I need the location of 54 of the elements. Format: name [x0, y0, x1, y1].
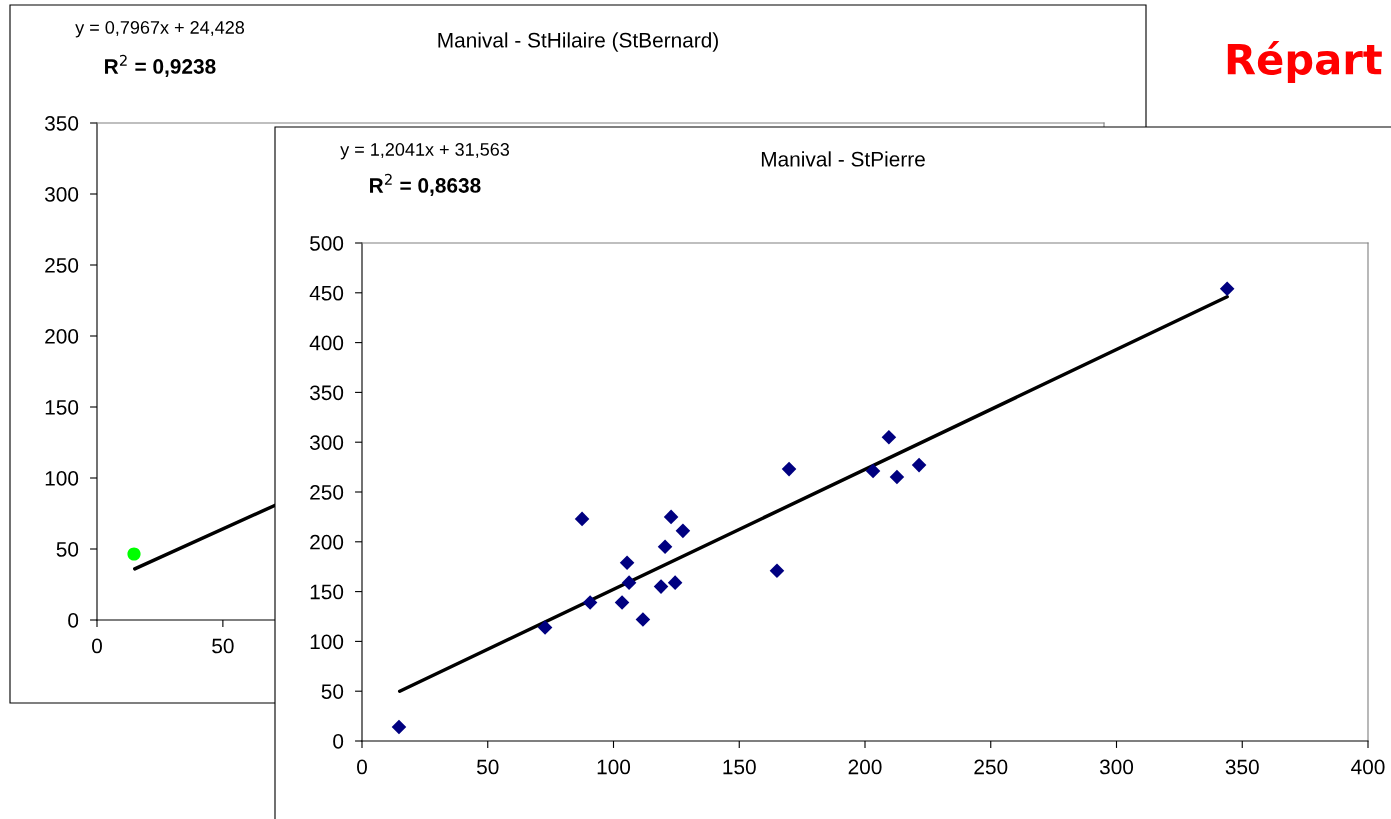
point	[635, 612, 651, 627]
point	[889, 469, 905, 485]
point	[621, 575, 637, 590]
y-tick-label: 400	[309, 335, 344, 351]
x-tick-label: 400	[1351, 759, 1385, 775]
chart-title: Manival - StHilaire (StBernard)	[438, 32, 718, 52]
x-tick-label: 300	[1099, 759, 1134, 775]
x-tick-label: 150	[723, 759, 756, 775]
annotation: y = 1,2041x + 31,563	[340, 143, 510, 160]
y-tick-label: 150	[310, 584, 344, 600]
point	[657, 539, 673, 555]
y-tick-label: 250	[310, 485, 344, 500]
y-tick-label: 200	[45, 329, 79, 344]
point	[582, 595, 598, 610]
y-tick-label: 150	[45, 400, 79, 415]
point	[781, 461, 797, 477]
y-tick-label: 350	[309, 385, 344, 401]
y-tick-label: 100	[45, 471, 79, 486]
point	[1219, 281, 1235, 297]
point	[881, 429, 897, 445]
point	[653, 579, 669, 594]
y-tick-label: 250	[45, 258, 79, 273]
y-tick-label: 450	[309, 285, 344, 301]
point	[667, 575, 683, 590]
x-tick-label: 250	[974, 759, 1008, 775]
point	[663, 509, 679, 525]
y-tick-label: 300	[309, 435, 344, 450]
y-tick-label: 50	[56, 542, 79, 557]
text: R$^{2}$ = 0,9238	[105, 54, 216, 77]
point	[675, 523, 691, 539]
annotation: R$^{2}$ = 0,8638	[370, 173, 481, 196]
y-tick-label: 0	[68, 613, 79, 628]
y-tick-label: 350	[44, 116, 79, 131]
x-tick-label: 0	[357, 759, 367, 775]
x-tick-label: 100	[597, 759, 631, 775]
x-tick-label: 200	[848, 759, 882, 775]
y-tick-label: 0	[333, 734, 344, 749]
point	[537, 620, 553, 635]
x-tick-label: 350	[1225, 759, 1259, 775]
y-tick-label: 500	[310, 236, 344, 251]
point	[614, 595, 630, 610]
point	[911, 457, 927, 473]
chart-title: Manival - StPierre	[761, 151, 925, 167]
y-tick-label: 50	[321, 684, 344, 699]
point	[391, 719, 407, 735]
text: Répart	[1227, 41, 1382, 83]
x-tick-label: 50	[477, 759, 499, 775]
y-tick-label: 300	[44, 187, 79, 202]
point	[619, 555, 635, 570]
y-tick-label: 200	[310, 534, 344, 550]
point	[769, 563, 785, 578]
point	[574, 511, 590, 527]
point	[865, 463, 881, 479]
text: y = 0,7967x + 24,428	[75, 21, 245, 38]
